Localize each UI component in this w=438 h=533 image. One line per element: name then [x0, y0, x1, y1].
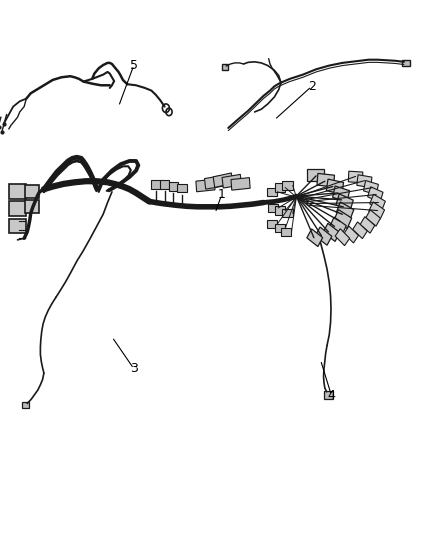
Polygon shape [222, 174, 241, 188]
Bar [274, 206, 285, 215]
Polygon shape [213, 173, 232, 187]
Bar [21, 402, 29, 408]
Bar [25, 200, 39, 213]
Polygon shape [336, 202, 353, 220]
Bar [282, 181, 292, 190]
Polygon shape [306, 229, 322, 247]
Polygon shape [314, 227, 331, 245]
Bar [221, 64, 227, 70]
Polygon shape [347, 171, 362, 183]
Polygon shape [335, 194, 353, 211]
Bar [177, 184, 187, 192]
Bar [266, 220, 277, 228]
Bar [25, 185, 39, 198]
Polygon shape [359, 216, 374, 233]
Bar [9, 201, 26, 216]
Polygon shape [325, 179, 343, 194]
Text: 4: 4 [327, 389, 335, 402]
Polygon shape [367, 187, 382, 203]
Text: 5: 5 [130, 59, 138, 71]
Polygon shape [368, 202, 384, 219]
Polygon shape [363, 181, 378, 195]
Polygon shape [333, 209, 351, 229]
Polygon shape [352, 222, 367, 239]
Bar [280, 228, 291, 236]
Polygon shape [306, 169, 323, 181]
Polygon shape [329, 217, 346, 235]
Polygon shape [322, 223, 339, 241]
Polygon shape [204, 175, 223, 189]
Text: 3: 3 [130, 362, 138, 375]
Bar [274, 224, 285, 232]
Bar [159, 180, 169, 189]
Bar [274, 183, 285, 192]
Polygon shape [195, 179, 215, 192]
Bar [9, 184, 26, 199]
Bar [401, 60, 409, 66]
Polygon shape [356, 175, 371, 188]
Bar [168, 182, 178, 191]
Text: 2: 2 [307, 80, 315, 93]
Bar [151, 180, 160, 189]
Polygon shape [316, 173, 334, 187]
Polygon shape [334, 229, 349, 246]
Polygon shape [369, 194, 385, 211]
Bar [267, 204, 278, 212]
Bar [323, 391, 332, 400]
Text: 1: 1 [217, 188, 225, 201]
Bar [266, 188, 277, 196]
Polygon shape [343, 226, 358, 243]
Bar [282, 209, 292, 217]
Polygon shape [332, 186, 349, 202]
Bar [9, 219, 26, 233]
Polygon shape [230, 177, 250, 190]
Polygon shape [365, 210, 380, 226]
